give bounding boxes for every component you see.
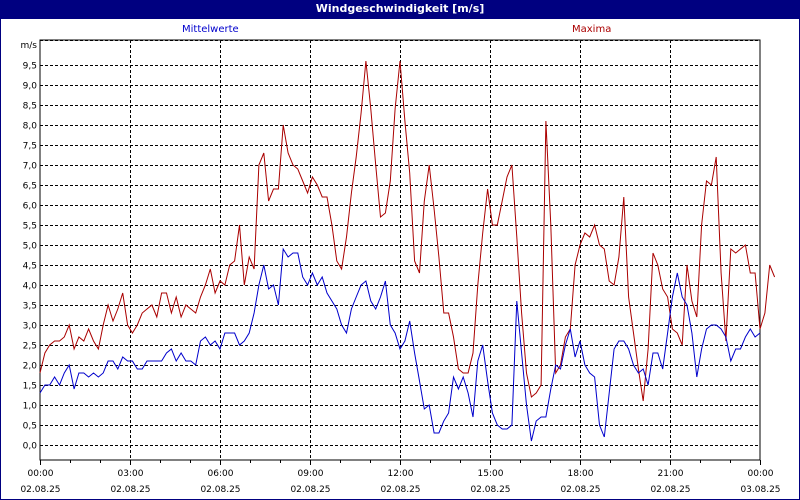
y-tick-label: 0,0 (23, 442, 38, 452)
y-tick-label: 9,5 (23, 62, 37, 72)
y-tick-label: 3,0 (23, 322, 38, 332)
chart-title: Windgeschwindigkeit [m/s] (0, 0, 800, 19)
x-tick-date: 02.08.25 (650, 485, 690, 495)
x-tick-date: 02.08.25 (380, 485, 420, 495)
y-axis-unit: m/s (21, 41, 38, 51)
x-tick-date: 02.08.25 (560, 485, 600, 495)
y-tick-label: 2,0 (23, 362, 38, 372)
x-tick-time: 18:00 (568, 469, 594, 479)
y-tick-label: 9,0 (23, 82, 38, 92)
x-tick-time: 21:00 (658, 469, 684, 479)
series-mittelwerte-line (39, 247, 761, 442)
x-tick-time: 06:00 (208, 469, 234, 479)
y-tick-label: 3,5 (23, 302, 37, 312)
y-tick-label: 8,0 (23, 122, 38, 132)
x-tick-date: 02.08.25 (110, 485, 150, 495)
x-tick-time: 15:00 (478, 469, 504, 479)
y-tick-label: 6,5 (23, 182, 37, 192)
y-tick-label: 8,5 (23, 102, 37, 112)
y-tick-label: 7,5 (23, 142, 37, 152)
x-tick-time: 09:00 (298, 469, 324, 479)
x-tick-date: 02.08.25 (20, 485, 60, 495)
series-maxima-line (39, 60, 776, 402)
y-tick-label: 7,0 (23, 162, 38, 172)
x-tick-time: 12:00 (388, 469, 414, 479)
x-tick-date: 02.08.25 (470, 485, 510, 495)
x-tick-time: 03:00 (118, 469, 144, 479)
legend-max: Maxima (572, 24, 612, 35)
grid (40, 40, 760, 460)
y-tick-label: 6,0 (23, 202, 38, 212)
y-tick-label: 0,5 (23, 422, 37, 432)
y-tick-label: 5,0 (23, 242, 38, 252)
x-tick-date: 03.08.25 (740, 485, 780, 495)
x-tick-date: 02.08.25 (290, 485, 330, 495)
y-tick-label: 5,5 (23, 222, 37, 232)
legend-mean: Mittelwerte (182, 24, 239, 35)
x-tick-time: 00:00 (28, 469, 54, 479)
y-tick-label: 4,0 (23, 282, 38, 292)
y-tick-label: 4,5 (23, 262, 37, 272)
y-tick-label: 1,5 (23, 382, 37, 392)
y-tick-label: 2,5 (23, 342, 37, 352)
axes: 0,0 0,5 1,0 1,5 2,0 2,5 3,0 3,5 4,0 4,5 5,0 5,5 6,0 6… (20, 39, 781, 495)
y-tick-label: 1,0 (23, 402, 38, 412)
x-tick-date: 02.08.25 (200, 485, 240, 495)
x-tick-time: 00:00 (748, 469, 774, 479)
